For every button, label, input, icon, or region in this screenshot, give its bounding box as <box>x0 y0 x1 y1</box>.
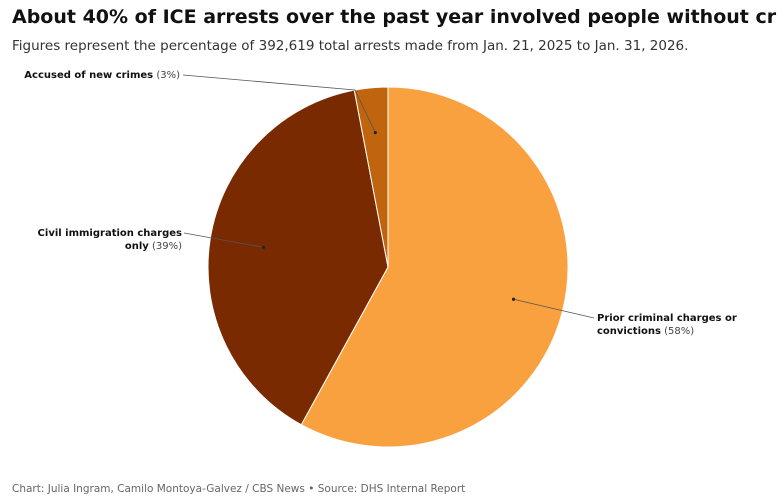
slice-label: Civil immigration charges only (39%) <box>20 227 182 253</box>
slice-value-label: (3%) <box>156 70 180 81</box>
leader-dot <box>511 297 516 301</box>
leader-dot <box>261 245 266 249</box>
source-note: Chart: Julia Ingram, Camilo Montoya-Galv… <box>12 483 466 495</box>
slice-value-label: (58%) <box>664 326 695 337</box>
leader-line <box>513 298 595 319</box>
leader-line <box>182 74 376 133</box>
slice-value-label: (39%) <box>151 241 182 252</box>
slice-name: Prior criminal charges or convictions <box>597 313 737 337</box>
slice-name: Civil immigration charges only <box>37 228 182 252</box>
pie-slice <box>207 89 389 426</box>
chart-subtitle: Figures represent the percentage of 392,… <box>12 38 689 54</box>
slice-label: Accused of new crimes (3%) <box>10 69 180 82</box>
slice-label: Prior criminal charges or convictions (5… <box>597 312 737 338</box>
pie-slice <box>300 86 569 448</box>
slice-name: Accused of new crimes <box>24 70 154 81</box>
chart-title: About 40% of ICE arrests over the past y… <box>12 6 777 28</box>
leader-dot <box>373 130 377 135</box>
leader-line <box>183 232 264 248</box>
